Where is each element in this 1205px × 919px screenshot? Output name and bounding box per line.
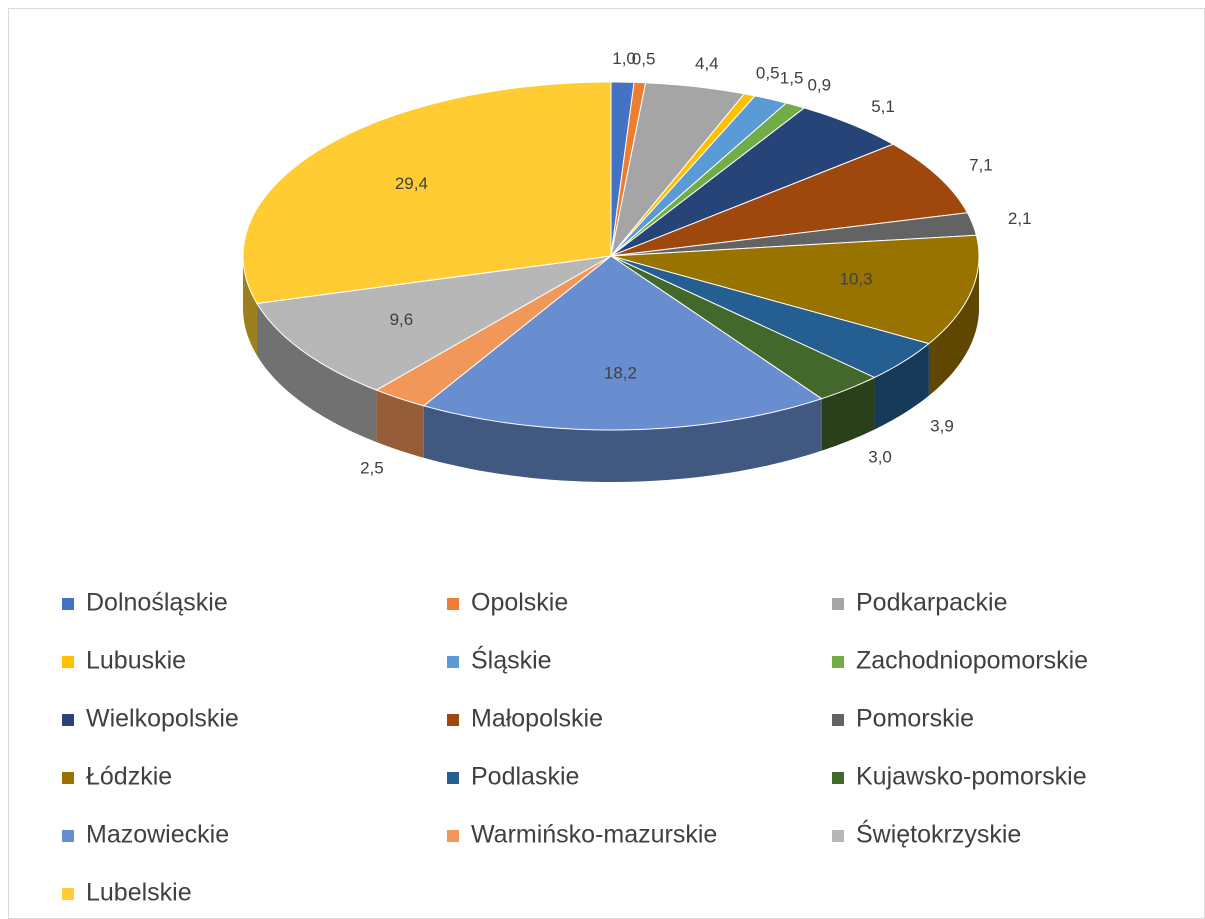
slice [256, 255, 612, 391]
slice-side [256, 303, 377, 443]
slice [610, 234, 980, 345]
legend-label: Wielkopolskie [86, 705, 239, 733]
legend-label: Małopolskie [471, 705, 603, 733]
legend-label: Podkarpackie [856, 589, 1007, 617]
slice [610, 107, 895, 257]
legend-swatch [447, 772, 459, 784]
slice-side [376, 390, 424, 458]
legend-label: Kujawsko-pomorskie [856, 763, 1087, 791]
legend-label: Śląskie [471, 645, 552, 675]
legend-swatch [447, 598, 459, 610]
legend-swatch [62, 888, 74, 900]
legend-label: Dolnośląskie [86, 589, 228, 617]
data-label: 10,3 [839, 269, 872, 288]
legend-label: Lubelskie [86, 879, 192, 907]
legend-swatch [832, 772, 844, 784]
slice [610, 212, 978, 257]
data-label: 1,0 [612, 49, 636, 68]
data-label: 4,4 [695, 54, 719, 73]
data-label: 3,0 [868, 447, 892, 466]
data-label: 18,2 [604, 364, 637, 383]
legend-label: Zachodniopomorskie [856, 647, 1088, 675]
legend-swatch [62, 598, 74, 610]
legend-label: Podlaskie [471, 763, 579, 791]
slice [610, 82, 746, 257]
legend-swatch [62, 714, 74, 726]
legend-swatch [447, 714, 459, 726]
data-label: 29,4 [395, 174, 428, 193]
legend-swatch [62, 656, 74, 668]
slice [610, 255, 931, 379]
legend-swatch [832, 598, 844, 610]
slice [242, 81, 612, 305]
legend-label: Mazowieckie [86, 821, 229, 849]
legend-label: Opolskie [471, 589, 568, 617]
data-label: 0,5 [756, 63, 780, 82]
legend-label: Warmińsko-mazurskie [471, 821, 717, 849]
legend-swatch [832, 830, 844, 842]
data-label: 1,5 [780, 68, 804, 87]
slice [422, 255, 823, 431]
data-label: 3,9 [930, 417, 954, 436]
legend-swatch [447, 830, 459, 842]
slice-side [928, 256, 979, 396]
data-label: 2,1 [1008, 209, 1032, 228]
slice [375, 255, 612, 407]
data-label: 2,5 [360, 458, 384, 477]
legend-label: Świętokrzyskie [856, 819, 1021, 849]
legend-swatch [62, 772, 74, 784]
legend-swatch [832, 656, 844, 668]
legend-label: Lubuskie [86, 647, 186, 675]
data-label: 0,9 [807, 75, 831, 94]
legend-label: Łódzkie [86, 763, 172, 791]
slice [610, 143, 969, 257]
data-label: 5,1 [871, 97, 895, 116]
data-label: 9,6 [390, 310, 414, 329]
legend-swatch [62, 830, 74, 842]
slice [610, 255, 876, 400]
legend-label: Pomorskie [856, 705, 974, 733]
data-label: 0,5 [632, 49, 656, 68]
slice-side [821, 377, 875, 451]
slice-side [423, 398, 822, 482]
slice-side [874, 343, 929, 430]
legend-swatch [832, 714, 844, 726]
data-label: 7,1 [969, 156, 993, 175]
legend-swatch [447, 656, 459, 668]
